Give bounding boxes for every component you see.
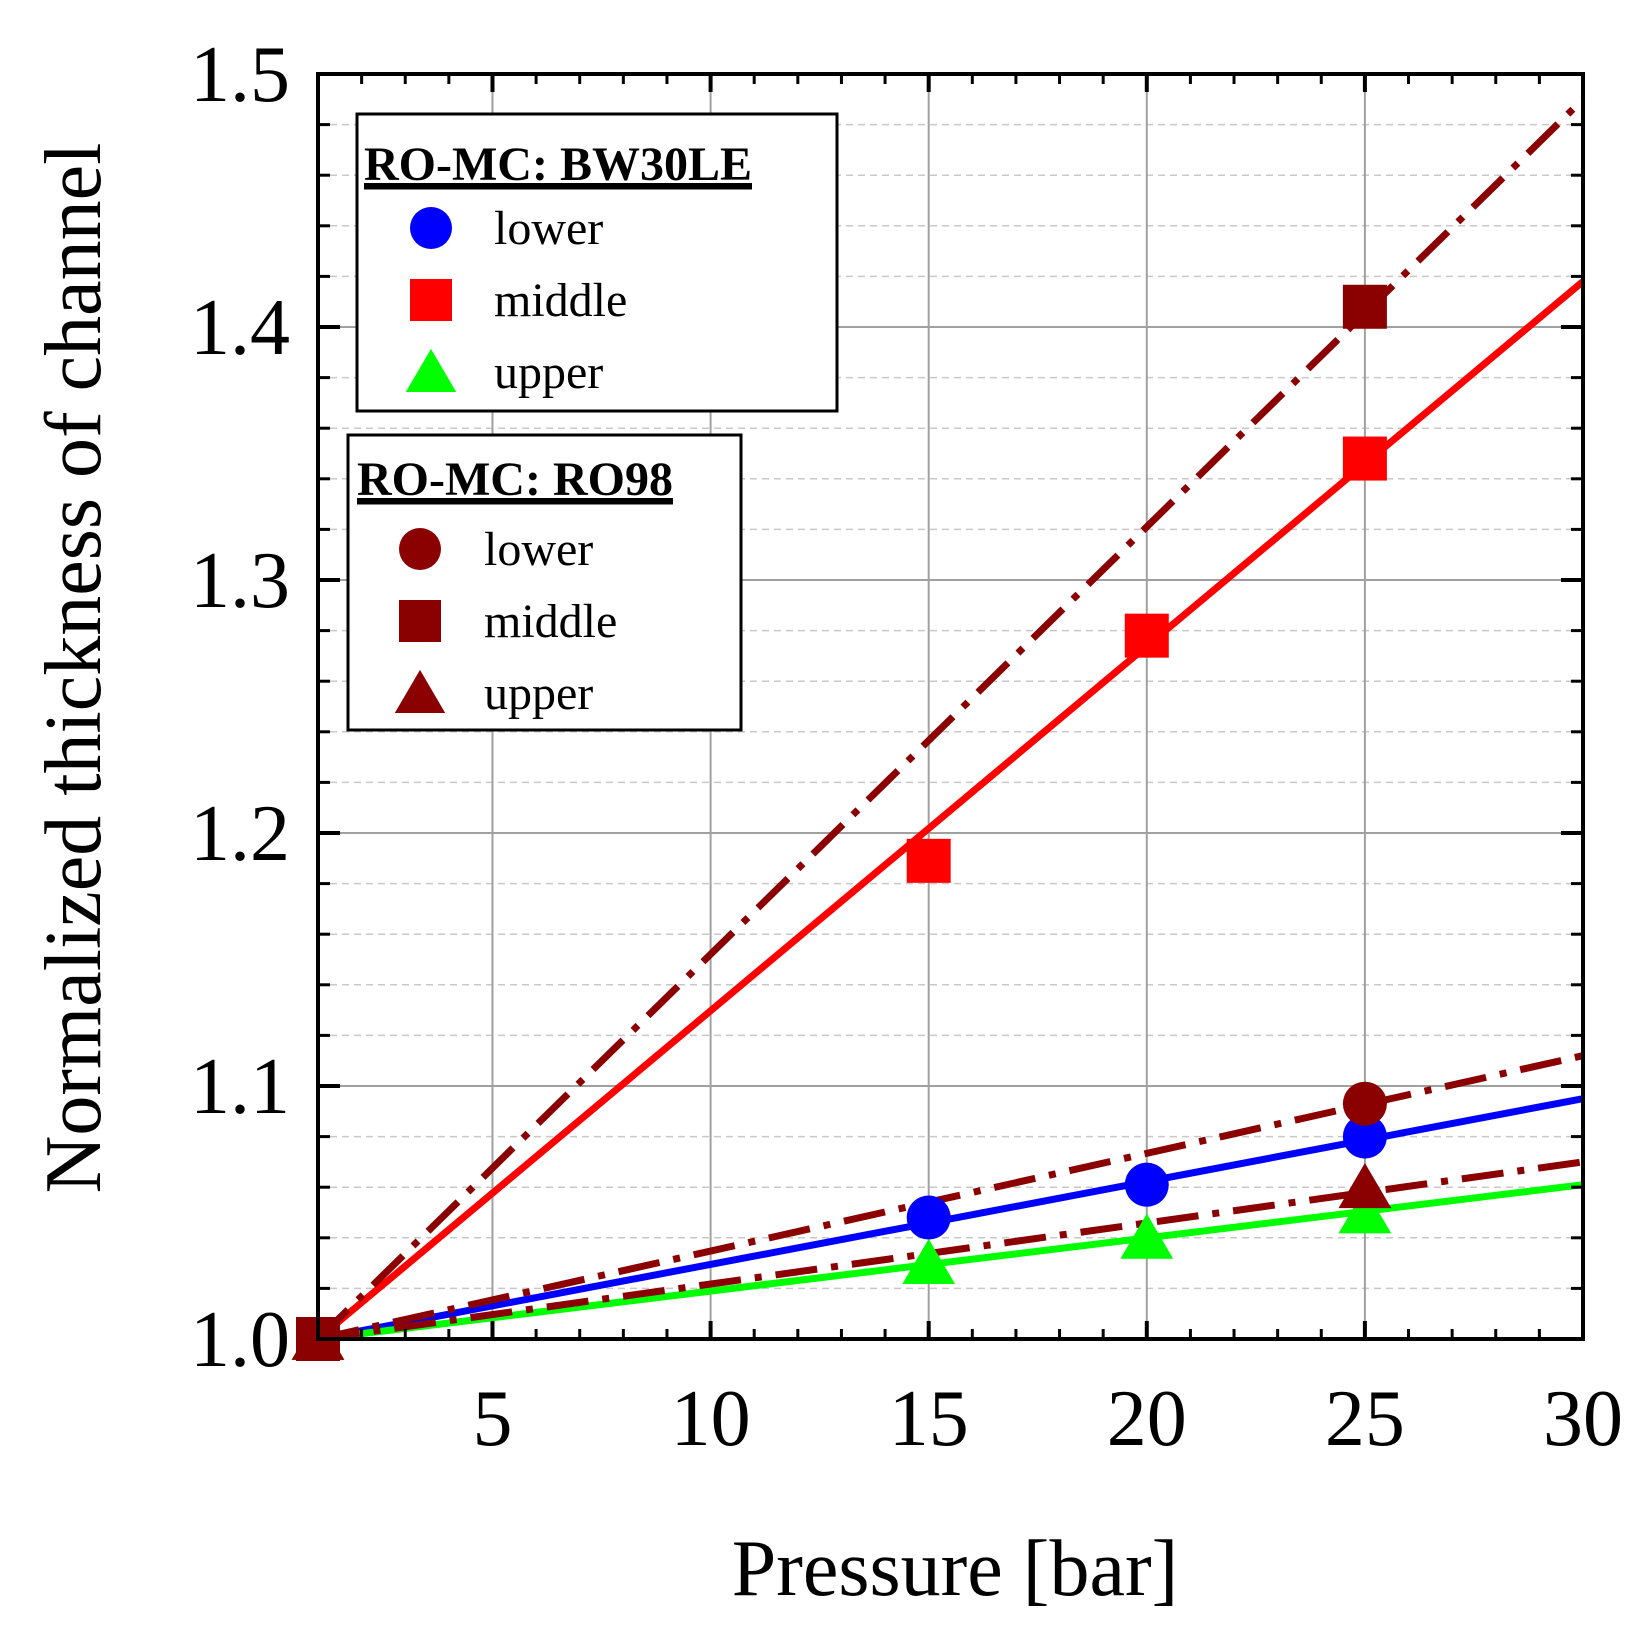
- data-point-square: [1342, 284, 1387, 329]
- legend-frame: [346, 433, 743, 732]
- plot-frame: [316, 72, 1585, 1341]
- data-point-triangle: [1120, 1213, 1174, 1259]
- data-point-circle: [1342, 1114, 1387, 1159]
- legend-title: RO-MC: RO98: [357, 453, 673, 506]
- data-point-triangle: [1338, 1163, 1392, 1209]
- data-point-square: [1124, 613, 1169, 658]
- x-tick-label: 5: [472, 1375, 512, 1463]
- legend-marker-circle: [410, 207, 452, 249]
- legend-marker-triangle: [405, 348, 457, 392]
- y-tick-label: 1.1: [190, 1043, 290, 1131]
- data-point-square: [906, 838, 951, 883]
- legend-entry-label: middle: [494, 274, 627, 327]
- legend-marker-triangle: [394, 669, 446, 713]
- data-point-triangle: [1338, 1188, 1392, 1234]
- y-axis-label: Normalized thickness of channel: [30, 143, 118, 1194]
- y-tick-label: 1.0: [190, 1296, 290, 1384]
- fit-line: [317, 1158, 1584, 1343]
- legend-entry-label: lower: [494, 202, 603, 255]
- x-tick-label: 15: [889, 1375, 969, 1463]
- legend-entry-label: middle: [484, 595, 617, 648]
- legend-title: RO-MC: BW30LE: [364, 138, 752, 191]
- y-tick-label: 1.4: [190, 284, 290, 372]
- legend-marker-square: [399, 600, 441, 642]
- data-point-square: [1342, 436, 1387, 481]
- legend-box: RO-MC: BW30LE lower middle upper: [355, 112, 839, 413]
- x-tick-label: 10: [671, 1375, 751, 1463]
- legend-marker-circle: [399, 528, 441, 570]
- x-tick-label: 20: [1107, 1375, 1187, 1463]
- legend-entry-label: lower: [484, 523, 593, 576]
- data-point-triangle: [902, 1238, 956, 1284]
- y-tick-label: 1.3: [190, 537, 290, 625]
- axis-ticks: [318, 74, 1585, 1339]
- x-tick-label: 30: [1543, 1375, 1623, 1463]
- tick-labels: 5 10 15 20 25 30 1.0 1.1 1.2 1.3 1.4 1.5: [190, 31, 1623, 1463]
- legend-marker-square: [410, 279, 452, 321]
- x-tick-label: 25: [1325, 1375, 1405, 1463]
- y-tick-label: 1.2: [190, 790, 290, 878]
- legend-entry-label: upper: [484, 667, 593, 720]
- data-point-circle: [1342, 1081, 1387, 1126]
- data-point-circle: [1124, 1162, 1169, 1207]
- x-axis-label: Pressure [bar]: [732, 1525, 1178, 1613]
- data-point-circle: [906, 1195, 951, 1240]
- y-tick-label: 1.5: [190, 31, 290, 119]
- legend-box: RO-MC: RO98 lower middle upper: [346, 433, 743, 732]
- legend-entry-label: upper: [494, 346, 603, 399]
